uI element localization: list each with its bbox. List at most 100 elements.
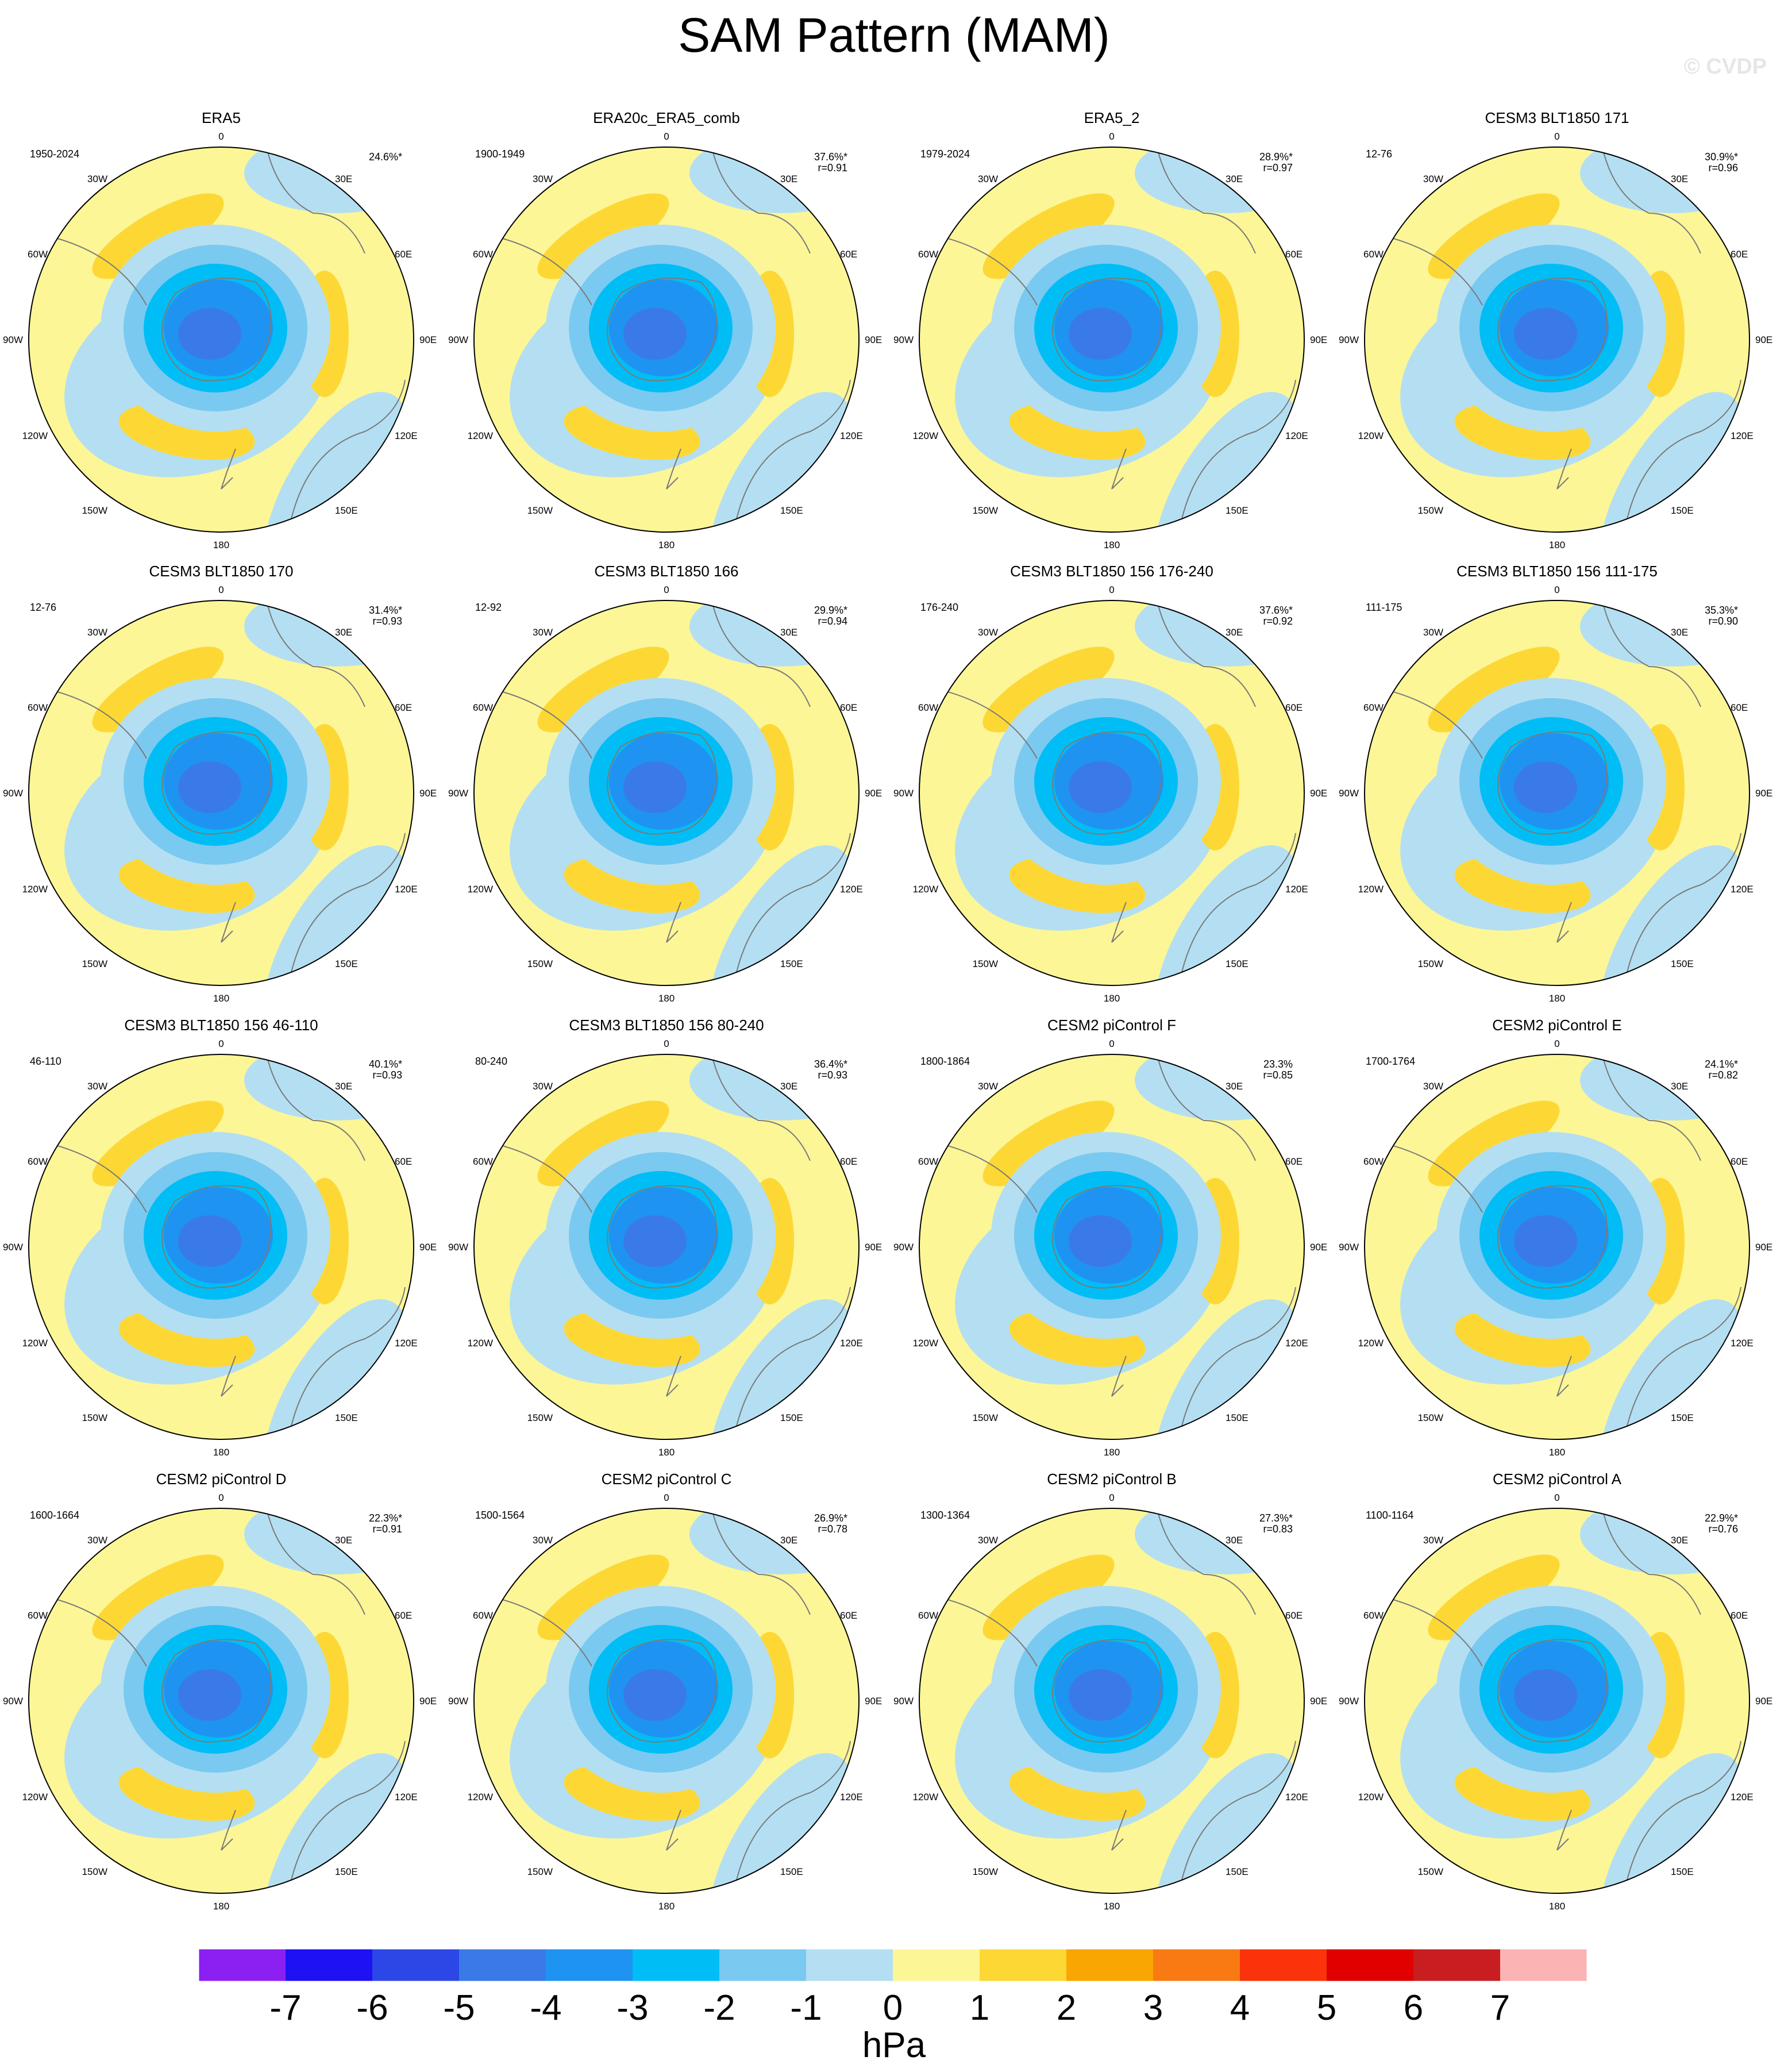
colorbar-tick-label: 3 — [1143, 1988, 1163, 2028]
africa-coastline — [1602, 603, 1701, 707]
longitude-label: 30W — [533, 1081, 553, 1092]
australia-coastline — [735, 1287, 851, 1431]
longitude-label: 120W — [22, 1792, 48, 1803]
longitude-label: 120W — [913, 430, 938, 441]
anomaly-field — [29, 1508, 414, 1893]
australia-coastline — [1625, 1740, 1741, 1885]
longitude-label: 150E — [1671, 1866, 1694, 1877]
longitude-label: 120E — [1731, 1338, 1754, 1349]
south-america-coastline — [494, 1143, 592, 1213]
map-panel: CESM3 BLT1850 156 176-240 176-240 37.6%*r=… — [893, 563, 1327, 1004]
longitude-label: 150E — [335, 505, 358, 516]
longitude-label: 120E — [1731, 884, 1754, 895]
longitude-label: 90E — [419, 1696, 437, 1707]
longitude-label: 60E — [395, 1156, 412, 1167]
longitude-label: 150W — [973, 1412, 998, 1423]
map-boundary — [28, 1054, 414, 1440]
longitude-label: 30W — [87, 1081, 107, 1092]
map-panel: CESM3 BLT1850 170 12-76 31.4%*r=0.93 0 180 30… — [3, 563, 437, 1004]
longitude-label: 150E — [335, 958, 358, 969]
longitude-label: 150E — [335, 1866, 358, 1877]
positive-anomaly-lobe — [92, 193, 224, 279]
colorbar-box — [806, 1949, 893, 1981]
longitude-label: 150E — [780, 505, 803, 516]
africa-coastline — [1157, 149, 1256, 254]
longitude-label: 0 — [664, 131, 669, 142]
africa-coastline — [267, 1057, 365, 1161]
africa-coastline — [1157, 1511, 1256, 1615]
longitude-label: 150W — [973, 1866, 998, 1877]
south-america-coastline — [48, 1597, 147, 1667]
longitude-label: 30E — [780, 627, 797, 638]
longitude-label: 90W — [3, 1242, 23, 1253]
australia-coastline — [1180, 1287, 1296, 1431]
polar-low-contour — [1069, 1215, 1132, 1267]
antarctica-coastline — [1497, 731, 1608, 835]
longitude-label: 90E — [1755, 788, 1772, 799]
panel-years: 12-76 — [1366, 148, 1392, 160]
africa-coastline — [712, 149, 811, 254]
longitude-label: 150E — [1671, 1412, 1694, 1423]
map-boundary — [28, 1508, 414, 1894]
antarctica-coastline — [161, 278, 272, 382]
new-zealand-coastline — [666, 448, 681, 490]
longitude-label: 150E — [1226, 1412, 1248, 1423]
panel-title: ERA5 — [202, 109, 241, 126]
africa-coastline — [267, 149, 365, 254]
africa-coastline — [1157, 1057, 1256, 1161]
map-boundary — [473, 147, 860, 533]
panel-years: 1900-1949 — [475, 148, 525, 160]
colorbar-tick-label: 2 — [1057, 1988, 1076, 2028]
anomaly-field — [1365, 147, 1750, 532]
longitude-label: 30E — [1671, 174, 1688, 184]
south-america-coastline — [939, 1597, 1038, 1667]
longitude-label: 90E — [1310, 1696, 1327, 1707]
longitude-label: 180 — [658, 540, 675, 550]
new-zealand-coastline — [1111, 448, 1127, 490]
longitude-label: 0 — [664, 1492, 669, 1503]
panel-correlation: r=0.92 — [1263, 615, 1293, 627]
map-panel: CESM2 piControl B 1300-1364 27.3%*r=0.83 0 1… — [893, 1470, 1327, 1912]
panel-years: 176-240 — [920, 602, 958, 613]
longitude-label: 0 — [1109, 1038, 1114, 1049]
colorbar-box — [1066, 1949, 1153, 1981]
map-panel: CESM3 BLT1850 171 12-76 30.9%*r=0.96 0 180 30… — [1339, 109, 1772, 550]
africa-coastline — [1602, 1057, 1701, 1161]
map-boundary — [473, 600, 860, 986]
polar-low-contour — [178, 1215, 241, 1267]
longitude-label: 30W — [533, 627, 553, 638]
longitude-label: 150W — [82, 1866, 107, 1877]
panel-title: CESM3 BLT1850 171 — [1485, 109, 1629, 126]
anomaly-field — [474, 147, 859, 532]
longitude-label: 120E — [1285, 884, 1308, 895]
south-america-coastline — [1384, 1143, 1483, 1213]
longitude-label: 120W — [913, 884, 938, 895]
colorbar-box — [1500, 1949, 1587, 1981]
panel-variance-pct: 26.9%* — [814, 1512, 847, 1524]
positive-anomaly-lobe — [1428, 646, 1560, 733]
map-boundary — [1364, 600, 1750, 986]
south-america-coastline — [494, 689, 592, 759]
colorbar-tick-label: -3 — [616, 1988, 648, 2028]
longitude-label: 90W — [893, 334, 914, 345]
longitude-label: 30E — [1226, 1535, 1243, 1546]
longitude-label: 150E — [1226, 1866, 1248, 1877]
longitude-label: 120W — [468, 1338, 493, 1349]
map-boundary — [473, 1054, 860, 1440]
panel-correlation: r=0.91 — [372, 1523, 402, 1535]
longitude-label: 150W — [82, 958, 107, 969]
new-zealand-coastline — [1556, 1355, 1572, 1397]
longitude-label: 90W — [448, 1242, 468, 1253]
figure-title: SAM Pattern (MAM) — [678, 8, 1109, 62]
longitude-label: 120E — [840, 1338, 863, 1349]
longitude-label: 60W — [473, 249, 493, 260]
panel-years: 111-175 — [1366, 602, 1402, 613]
longitude-label: 60E — [395, 249, 412, 260]
anomaly-field — [474, 1508, 859, 1893]
longitude-label: 30W — [1423, 627, 1443, 638]
panel-title: CESM2 piControl C — [602, 1470, 732, 1488]
longitude-label: 60W — [28, 1610, 48, 1621]
longitude-label: 0 — [1554, 131, 1559, 142]
longitude-label: 120W — [913, 1792, 938, 1803]
africa-coastline — [267, 1511, 365, 1615]
